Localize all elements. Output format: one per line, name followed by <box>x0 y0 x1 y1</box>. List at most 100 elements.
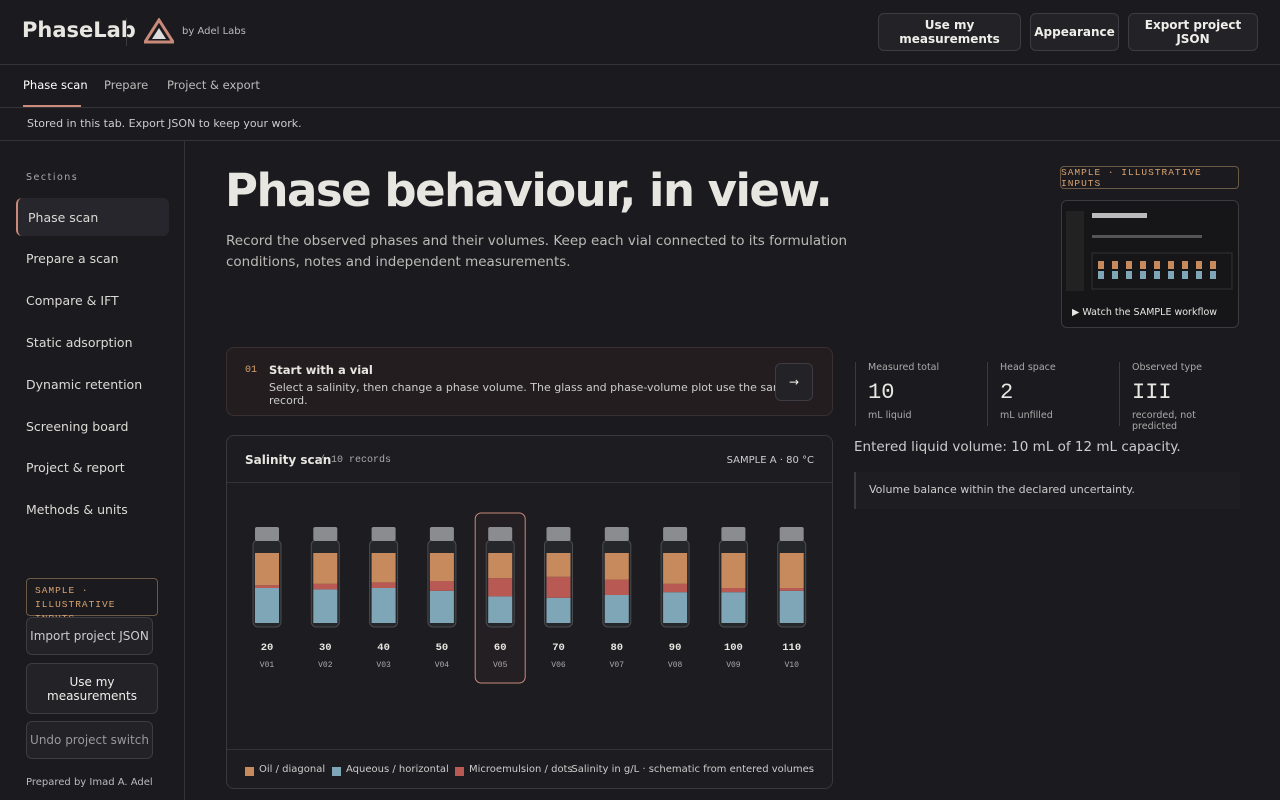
nav-item[interactable]: Screening board <box>26 418 129 434</box>
phase-oil <box>779 553 804 588</box>
separator <box>0 107 1280 108</box>
phase-oil <box>255 553 279 586</box>
salinity: 60 <box>494 642 507 654</box>
phase-aqueous <box>663 592 688 623</box>
nav-item[interactable]: Prepare a scan <box>26 251 119 267</box>
phase-microemulsion <box>546 576 571 598</box>
vial[interactable]: 20 V01 <box>252 527 282 670</box>
scan-panel: Salinity scan / 10 records SAMPLE A · 80… <box>226 435 833 789</box>
phase-microemulsion <box>721 588 746 593</box>
vial-cap <box>779 527 804 541</box>
vial[interactable]: 70 V06 <box>544 527 573 670</box>
phase-oil <box>604 553 629 580</box>
stat-value: III <box>1132 380 1172 405</box>
divider <box>184 140 185 800</box>
vial-id: V08 <box>668 661 683 670</box>
badge: SAMPLE · ILLUSTRATIVE INPUTS <box>1060 166 1239 189</box>
nav-item[interactable]: Phase scan <box>16 198 169 236</box>
stat-label: Observed type <box>1132 362 1202 373</box>
button[interactable]: Use my measurements <box>878 13 1021 51</box>
stat-unit: mL liquid <box>868 410 912 421</box>
vial[interactable]: 90 V08 <box>660 527 690 670</box>
stat-unit: mL unfilled <box>1000 410 1053 421</box>
salinity: 80 <box>610 642 623 654</box>
button[interactable]: Use my measurements <box>26 663 158 714</box>
scan-count: / 10 records <box>319 455 392 466</box>
phase-oil <box>371 553 396 583</box>
next-button[interactable]: → <box>775 363 813 401</box>
salinity: 110 <box>782 642 801 654</box>
summary: Entered liquid volume: 10 mL of 12 mL ca… <box>854 439 1181 455</box>
vial-id: V07 <box>610 661 625 670</box>
phase-microemulsion <box>371 582 396 588</box>
vial-cap <box>604 527 629 541</box>
video-caption: ▶ Watch the SAMPLE workflow <box>1072 307 1218 318</box>
vial-id: V01 <box>260 661 275 670</box>
hero-title: Phase behaviour, in view. <box>225 164 833 217</box>
stat-label: Measured total <box>868 362 940 373</box>
phase-aqueous <box>779 590 804 623</box>
salinity: 20 <box>261 642 274 654</box>
button[interactable]: Export project JSON <box>1128 13 1258 51</box>
phase-aqueous <box>546 597 571 623</box>
vial[interactable]: 40 V03 <box>369 527 399 670</box>
vial[interactable]: 60 V05 <box>474 512 526 684</box>
sidebar-heading: Sections <box>26 172 79 183</box>
phase-oil <box>313 553 338 584</box>
button[interactable]: Undo project switch <box>26 721 153 759</box>
badge: SAMPLE · ILLUSTRATIVE INPUTS <box>26 578 158 624</box>
separator <box>0 140 1280 141</box>
salinity: 50 <box>436 642 449 654</box>
scan-title: Salinity scan <box>245 453 332 467</box>
tab[interactable]: Prepare <box>104 78 149 92</box>
vial[interactable]: 110 V10 <box>777 527 807 670</box>
vial-cap <box>371 527 396 541</box>
nav-item[interactable]: Project & report <box>26 460 125 476</box>
brand: PhaseLab <box>22 18 136 42</box>
step-card: 01 Start with a vial Select a salinity, … <box>226 347 833 416</box>
tab-indicator <box>23 105 81 107</box>
tab[interactable]: Project & export <box>167 78 260 92</box>
nav-item[interactable]: Dynamic retention <box>26 376 143 392</box>
vial-id: V05 <box>493 661 508 670</box>
button[interactable]: Appearance <box>1030 13 1119 51</box>
phase-aqueous <box>721 592 746 623</box>
stat: Observed type III recorded, not predicted <box>1119 362 1239 432</box>
phase-aqueous <box>604 595 629 623</box>
button[interactable]: Import project JSON <box>26 617 153 655</box>
status: Volume balance within the declared uncer… <box>854 472 1240 509</box>
nav-item[interactable]: Methods & units <box>26 502 128 518</box>
separator <box>227 482 832 483</box>
vial-cap <box>546 527 571 541</box>
nav-item[interactable]: Static adsorption <box>26 334 133 350</box>
notice: Stored in this tab. Export JSON to keep … <box>27 117 302 130</box>
vial-cap <box>255 527 279 541</box>
video-thumbnail[interactable]: ▶ Watch the SAMPLE workflow <box>1061 200 1239 328</box>
vial-cap <box>663 527 688 541</box>
legend-swatch <box>455 767 464 776</box>
legend-label: Oil / diagonal <box>259 764 326 775</box>
phase-microemulsion <box>663 583 688 593</box>
phase-oil <box>663 553 688 584</box>
phase-microemulsion <box>313 583 338 590</box>
vial[interactable]: 80 V07 <box>602 527 632 670</box>
legend-swatch <box>332 767 341 776</box>
salinity: 70 <box>552 642 565 654</box>
phase-aqueous <box>371 588 396 623</box>
nav-item[interactable]: Compare & IFT <box>26 293 119 309</box>
stat-value: 2 <box>1000 380 1014 405</box>
stat: Head space 2 mL unfilled <box>987 362 1107 426</box>
vial[interactable]: 50 V04 <box>427 527 457 670</box>
vial-cap <box>721 527 746 541</box>
vial-id: V09 <box>726 661 741 670</box>
legend-swatch <box>245 767 254 776</box>
tab[interactable]: Phase scan <box>23 78 88 92</box>
vial[interactable]: 30 V02 <box>310 527 340 670</box>
vial-id: V02 <box>318 661 333 670</box>
stat-value: 10 <box>868 380 895 405</box>
vial[interactable]: 100 V09 <box>718 527 748 670</box>
separator <box>0 64 1280 65</box>
logo <box>144 18 174 44</box>
vial-id: V04 <box>435 661 450 670</box>
byline: by Adel Labs <box>182 26 246 37</box>
